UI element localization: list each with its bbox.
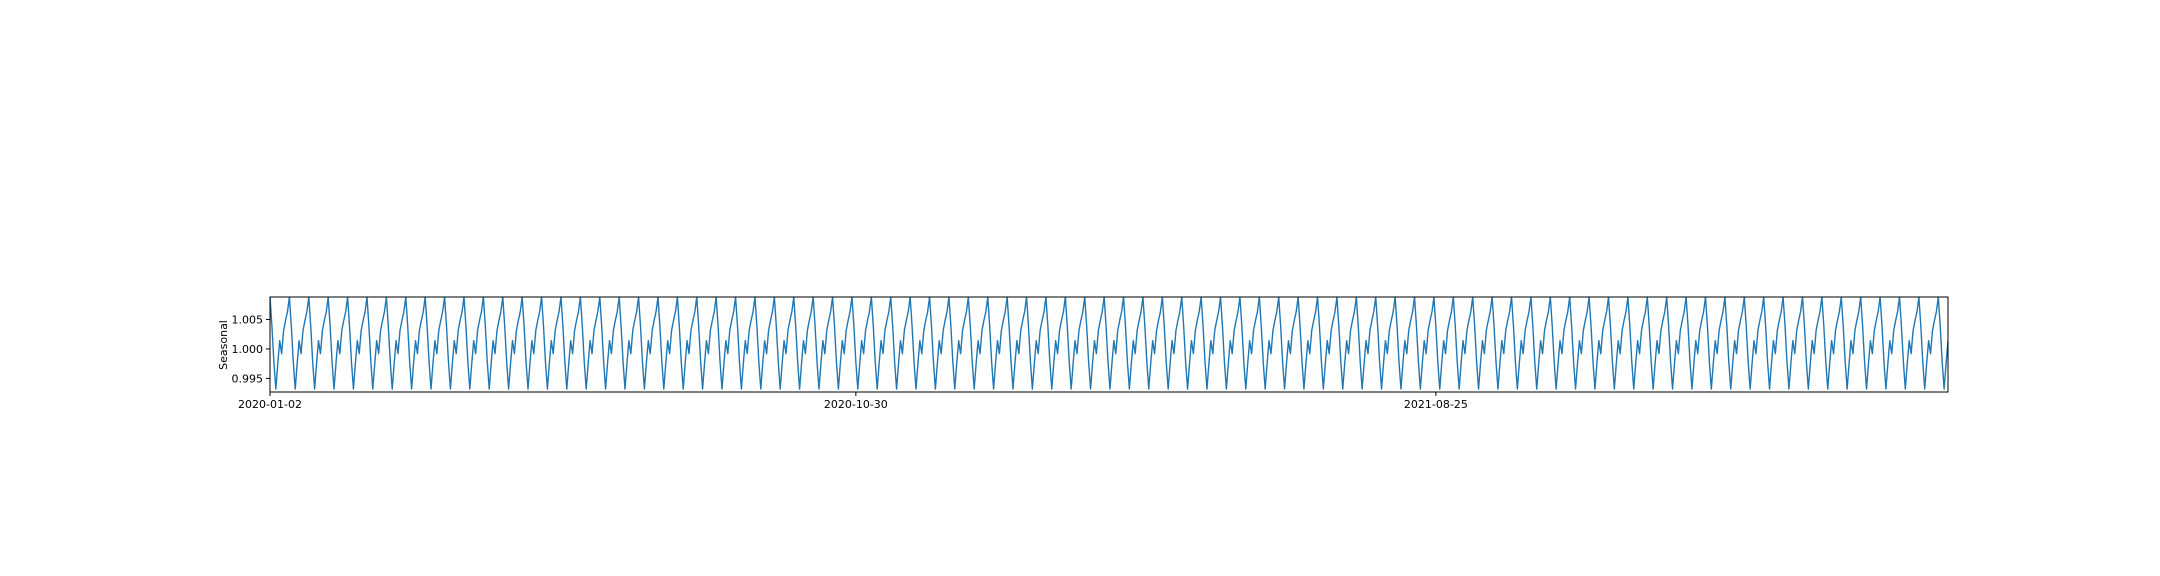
y-tick-label: 1.005 xyxy=(232,313,264,326)
seasonal-series-line xyxy=(270,297,1948,390)
y-tick-label: 1.000 xyxy=(232,343,264,356)
axes-frame xyxy=(269,296,1949,393)
x-tick-label: 2020-10-30 xyxy=(824,398,888,411)
y-tick-label: 0.995 xyxy=(232,372,264,385)
x-tick-label: 2020-01-02 xyxy=(238,398,302,411)
x-axis-ticks: 2020-01-02 2020-10-30 2021-08-25 xyxy=(238,392,1468,411)
y-axis-ticks: 0.995 1.000 1.005 xyxy=(232,313,270,385)
x-tick-label: 2021-08-25 xyxy=(1404,398,1468,411)
plot-area xyxy=(270,297,1948,390)
y-axis-label: Seasonal xyxy=(217,320,230,370)
